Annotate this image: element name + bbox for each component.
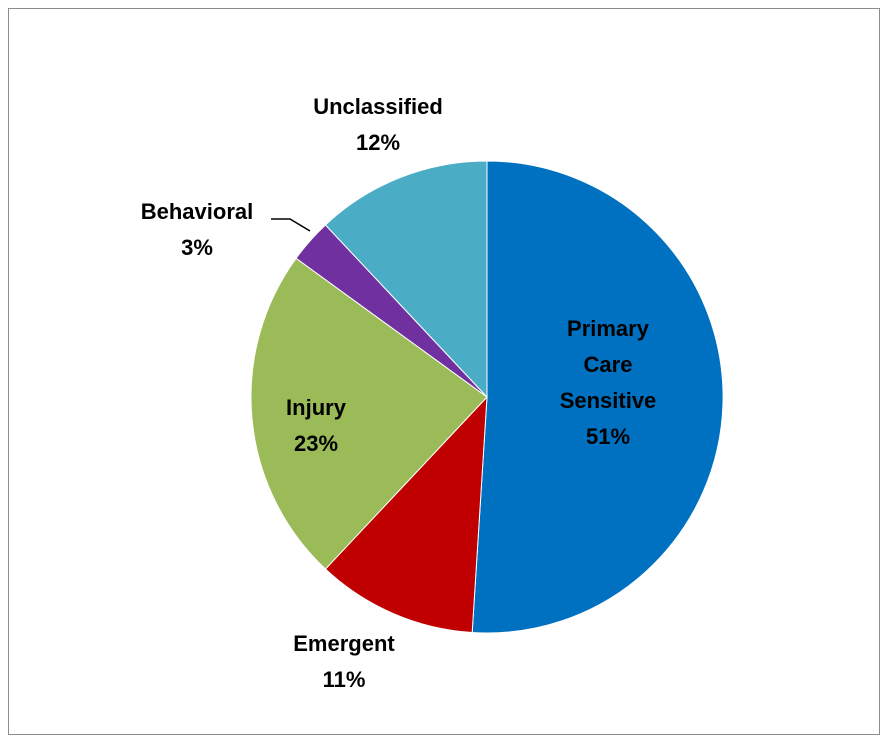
pie-slice-primary-care-sensitive: [471, 160, 724, 634]
pie-slice-unclassified: [324, 160, 488, 399]
pie-slice-injury: [250, 257, 488, 570]
slice-label-primary-care-sensitive: Primary Care Sensitive 51%: [560, 316, 657, 449]
slice-labels: Primary Care Sensitive 51% Emergent 11% Injury…: [141, 94, 657, 692]
pie-slice-emergent: [324, 395, 488, 634]
slice-label-unclassified: Unclassified 12%: [313, 94, 443, 155]
pie-slices: [250, 160, 724, 634]
slice-label-behavioral: Behavioral 3%: [141, 199, 254, 260]
slice-label-injury: Injury 23%: [286, 395, 347, 456]
slice-label-emergent: Emergent 11%: [293, 631, 395, 692]
behavioral-leader-line: [271, 218, 311, 232]
